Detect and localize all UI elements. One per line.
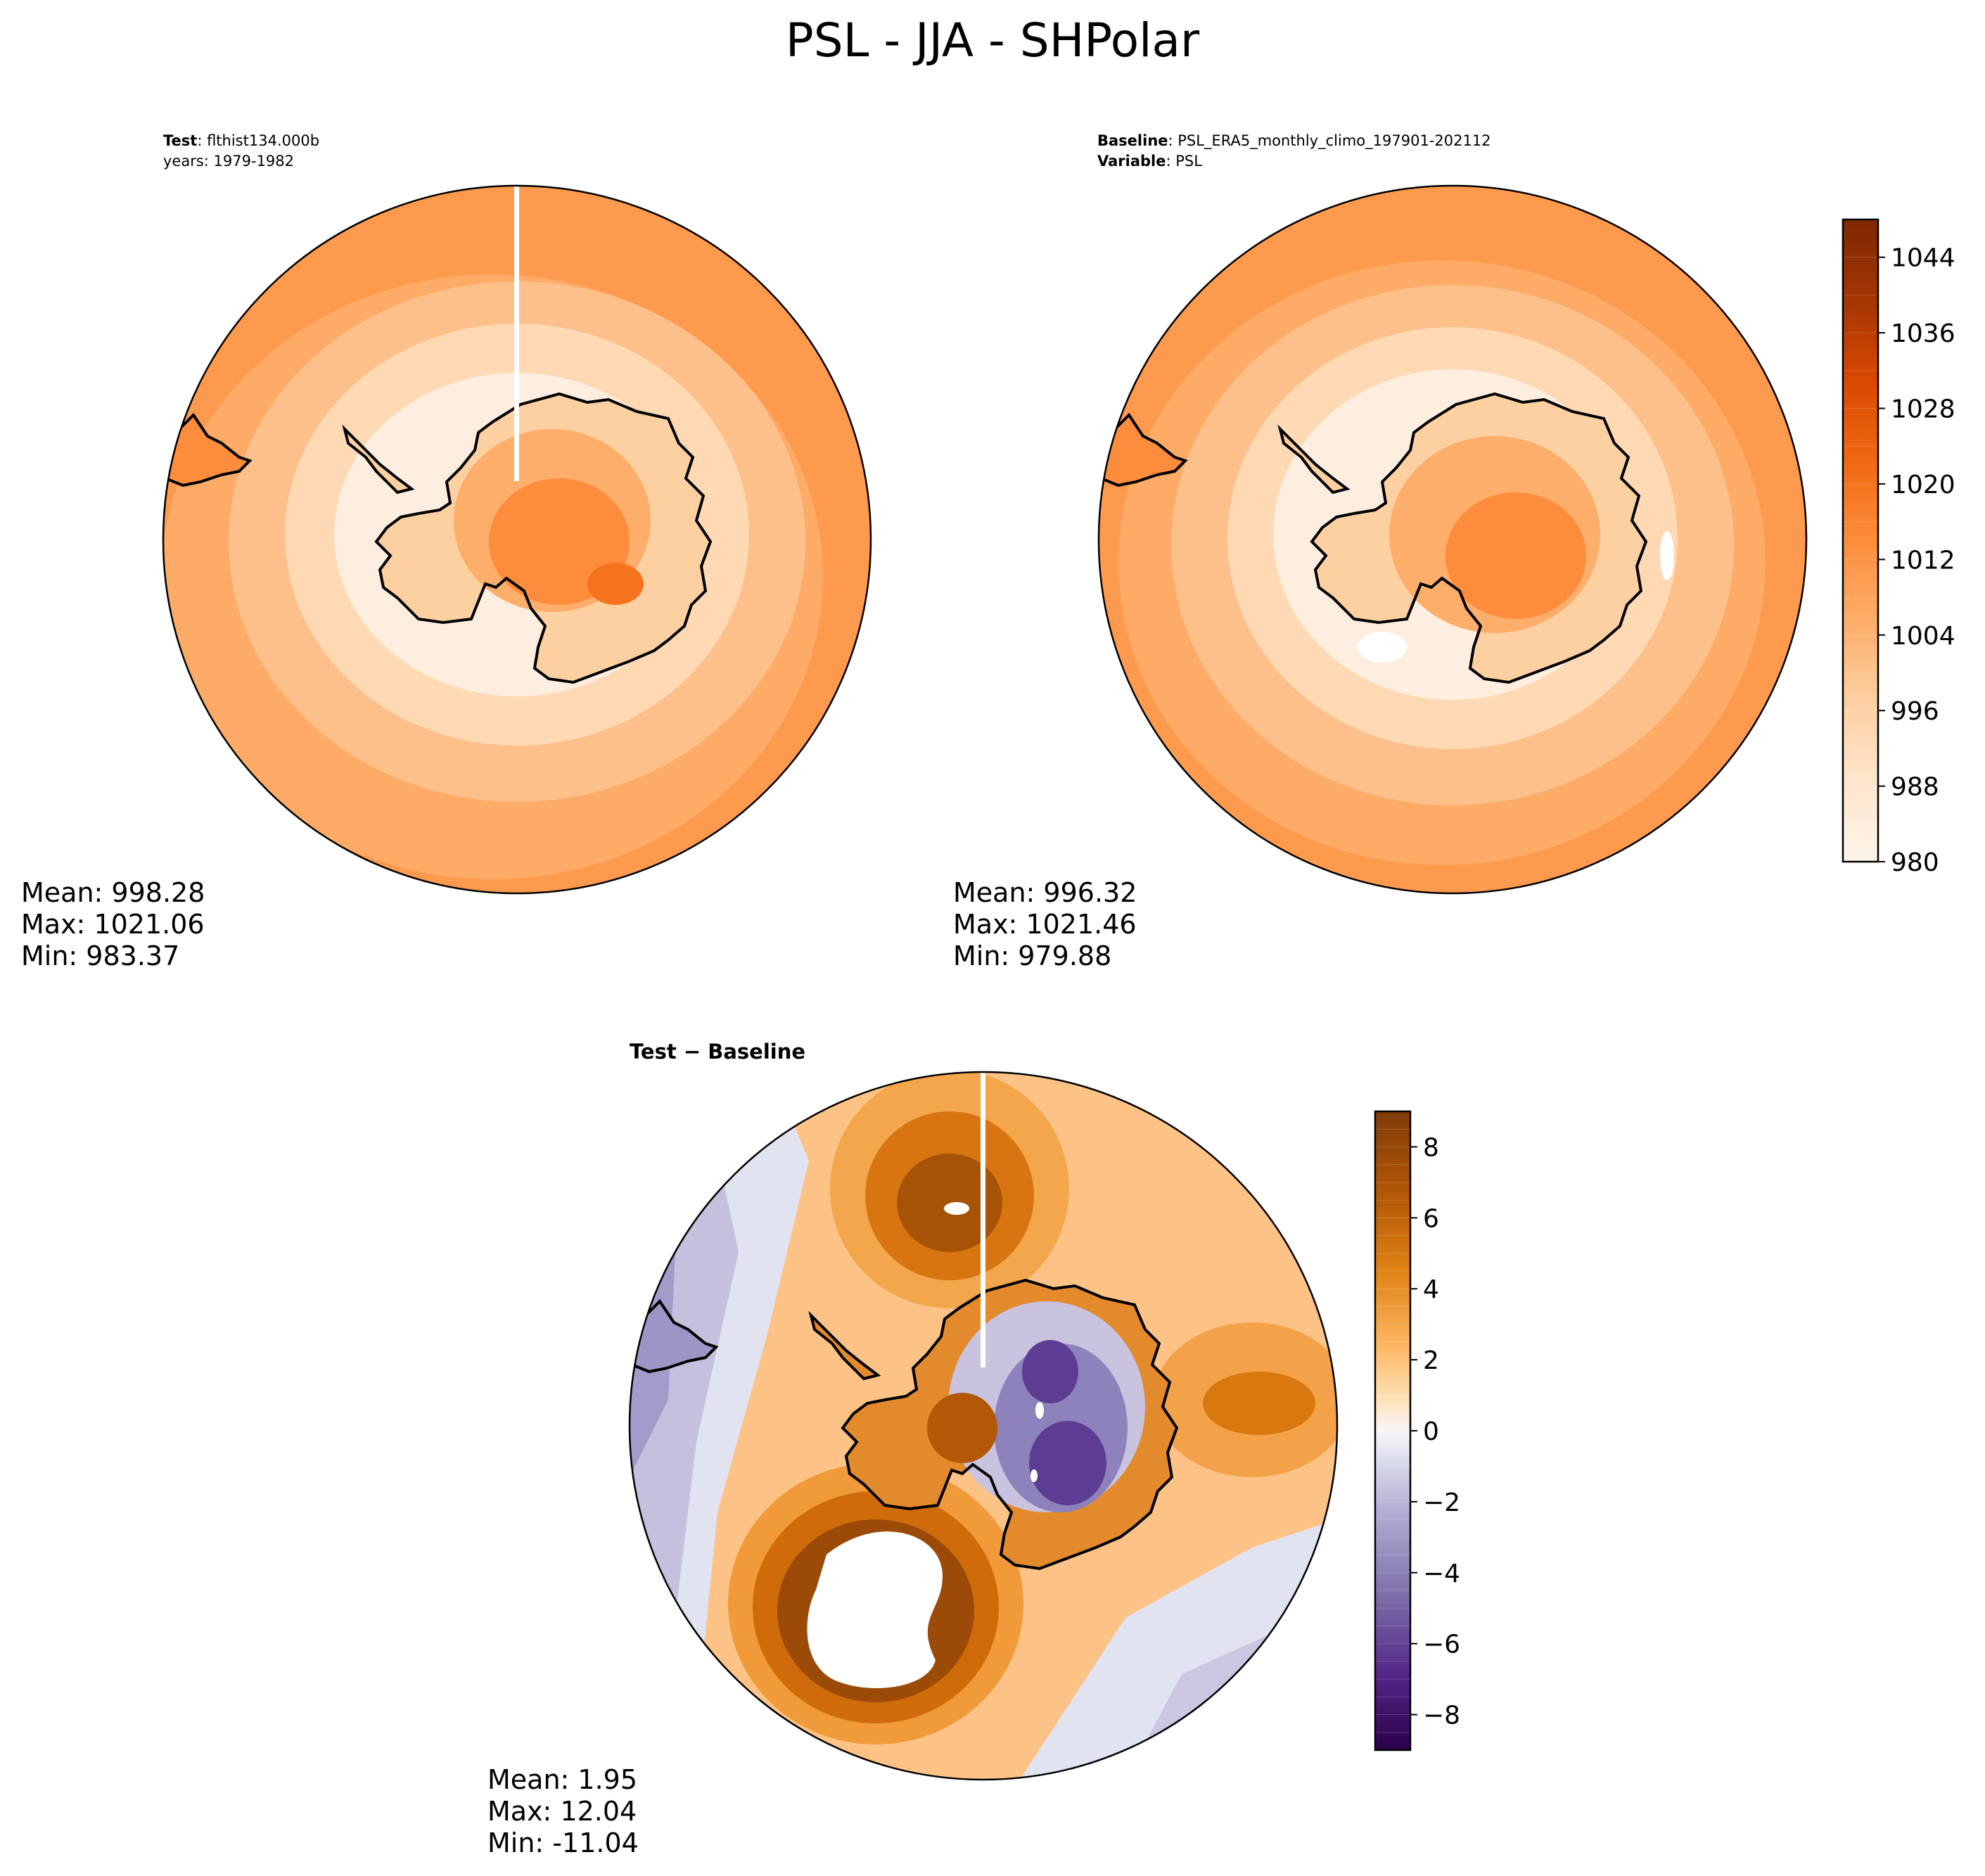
baseline-mean: Mean: 996.32 [953,877,1137,908]
difference-colorbar: −8 −6 −4 −2 0 2 4 6 8 [1374,1110,1460,1751]
test-panel: Test: flthist134.000b years: 1979-1982 M… [21,132,872,971]
difference-label: Test − Baseline [630,1040,805,1064]
difference-colorbar-frame [1374,1110,1412,1751]
test-years: years: 1979-1982 [163,153,294,170]
difference-panel: Test − Baseline [487,1040,1460,1858]
variable-name: : PSL [1166,153,1202,170]
difference-colorbar-tick-label: 0 [1423,1417,1439,1446]
difference-colorbar-tick-label: −6 [1423,1631,1460,1659]
baseline-map [1099,186,1806,893]
psl-colorbar-tick-label: 1004 [1891,622,1955,651]
svg-text:Baseline: PSL_ERA5_monthly_cli: Baseline: PSL_ERA5_monthly_climo_197901-… [1097,132,1491,150]
difference-colorbar-tick-label: −2 [1423,1488,1460,1517]
test-max: Max: 1021.06 [21,909,205,940]
difference-map [630,1072,1337,1780]
psl-colorbar-tick-label: 1020 [1891,471,1955,499]
psl-colorbar-frame [1842,218,1879,863]
difference-colorbar-tick-label: 6 [1423,1204,1439,1233]
psl-colorbar: 980 988 996 1004 1012 1020 1028 1036 1044 [1842,218,1955,877]
difference-colorbar-tick-label: −8 [1423,1702,1460,1730]
difference-colorbar-tick-label: −4 [1423,1559,1460,1588]
svg-text:Variable: PSL: Variable: PSL [1097,153,1202,170]
psl-colorbar-tick-label: 1028 [1891,395,1955,424]
baseline-label: Baseline [1097,132,1168,149]
difference-max: Max: 12.04 [487,1796,637,1827]
difference-colorbar-fill [1375,1111,1410,1750]
psl-colorbar-tick-label: 988 [1891,773,1939,802]
test-map [163,186,871,893]
baseline-max: Max: 1021.46 [953,909,1137,940]
test-mean: Mean: 998.28 [21,877,205,908]
psl-colorbar-tick-label: 1036 [1891,319,1955,348]
test-map-border [162,184,872,895]
test-case-name: : flthist134.000b [197,132,319,149]
baseline-map-border [1097,184,1808,895]
test-min: Min: 983.37 [21,940,179,971]
psl-colorbar-tick-label: 1012 [1891,546,1955,575]
baseline-panel: Baseline: PSL_ERA5_monthly_climo_197901-… [953,132,1955,971]
psl-colorbar-tick-label: 1044 [1891,244,1955,273]
baseline-min: Min: 979.88 [953,940,1111,971]
test-label: Test [163,132,197,149]
psl-colorbar-tick-label: 996 [1891,697,1939,726]
difference-mean: Mean: 1.95 [487,1764,637,1795]
figure-title: PSL - JJA - SHPolar [786,13,1200,68]
difference-colorbar-tick-label: 2 [1423,1346,1439,1375]
svg-text:Test: flthist134.000b: Test: flthist134.000b [163,132,319,149]
psl-colorbar-fill [1843,219,1878,862]
variable-label: Variable [1097,153,1166,170]
difference-map-border [628,1071,1339,1781]
psl-colorbar-tick-label: 980 [1891,848,1939,877]
difference-colorbar-tick-label: 4 [1423,1275,1439,1304]
difference-colorbar-tick-label: 8 [1423,1133,1439,1162]
difference-min: Min: -11.04 [487,1827,639,1858]
baseline-case-name: : PSL_ERA5_monthly_climo_197901-202112 [1168,132,1491,150]
